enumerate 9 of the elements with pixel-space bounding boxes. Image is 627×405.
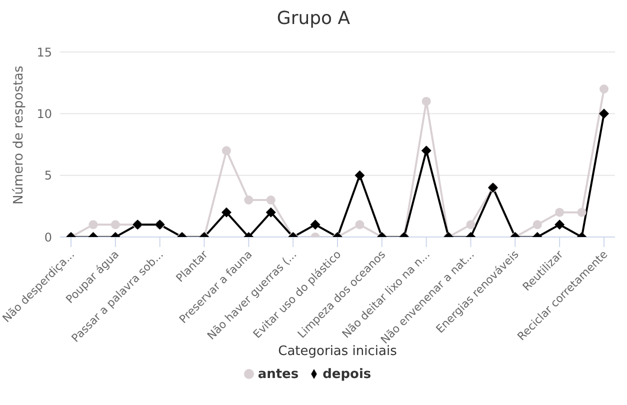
y-tick-label: 15 [36, 45, 52, 60]
y-axis-title: Número de respostas [12, 65, 27, 204]
y-tick-label: 5 [44, 168, 52, 183]
legend-label: depois [322, 367, 372, 382]
y-tick-label: 10 [36, 106, 52, 121]
x-axis-title: Categorias iniciais [278, 344, 398, 359]
y-tick-label: 0 [44, 230, 52, 244]
legend-label: antes [258, 367, 299, 382]
chart-title: Grupo A [276, 8, 352, 29]
